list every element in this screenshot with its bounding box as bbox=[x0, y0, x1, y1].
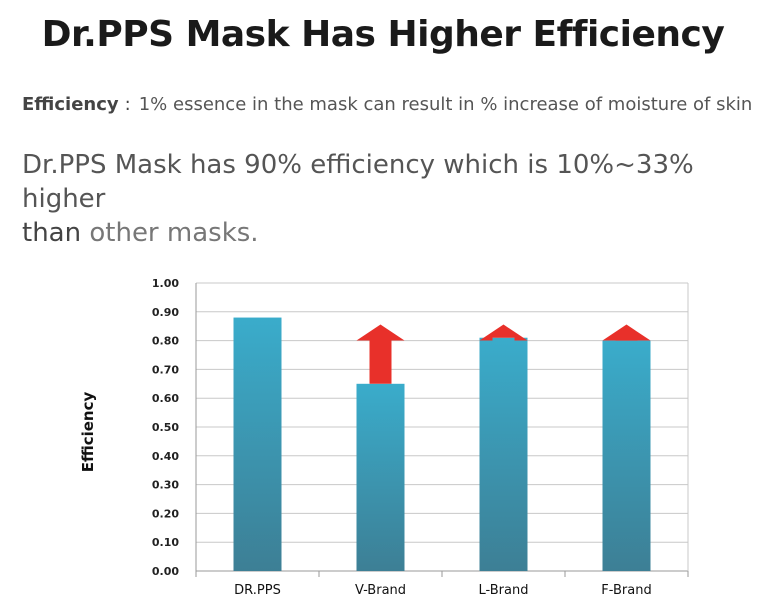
y-tick-label: 0.20 bbox=[152, 507, 179, 520]
gap-arrow-v-brand bbox=[356, 324, 405, 384]
y-tick-label: 0.60 bbox=[152, 392, 179, 405]
efficiency-claim: Dr.PPS Mask has 90% efficiency which is … bbox=[22, 148, 762, 250]
definition-term: Efficiency bbox=[22, 94, 119, 115]
definition-text: 1% essence in the mask can result in % i… bbox=[138, 94, 753, 115]
y-tick-label: 0.70 bbox=[152, 363, 179, 376]
x-tick-label: F-Brand bbox=[601, 583, 651, 598]
claim-line-2-light: other masks. bbox=[81, 218, 259, 248]
claim-line-2: than other masks. bbox=[22, 216, 762, 250]
bar-l-brand bbox=[479, 337, 528, 571]
page-title: Dr.PPS Mask Has Higher Efficiency bbox=[41, 14, 725, 55]
y-axis-label: Efficiency bbox=[79, 392, 97, 473]
y-tick-label: 0.50 bbox=[152, 421, 179, 434]
x-tick-label: V-Brand bbox=[355, 583, 406, 598]
efficiency-definition: Efficiency:1% essence in the mask can re… bbox=[22, 94, 762, 115]
y-tick-label: 1.00 bbox=[152, 277, 179, 290]
bar-dr-pps bbox=[233, 317, 282, 571]
bar-f-brand bbox=[602, 340, 651, 571]
y-tick-label: 0.90 bbox=[152, 306, 179, 319]
y-tick-label: 0.10 bbox=[152, 536, 179, 549]
x-tick-label: L-Brand bbox=[479, 583, 529, 598]
y-tick-label: 0.00 bbox=[152, 565, 179, 578]
claim-line-1: Dr.PPS Mask has 90% efficiency which is … bbox=[22, 150, 694, 214]
definition-separator: : bbox=[124, 94, 131, 115]
bar-v-brand bbox=[356, 383, 405, 571]
y-tick-label: 0.40 bbox=[152, 450, 179, 463]
claim-line-2-dark: than bbox=[22, 218, 82, 248]
gap-arrows bbox=[356, 324, 651, 384]
x-tick-labels: DR.PPS V-Brand L-Brand F-Brand bbox=[234, 583, 652, 598]
gap-arrow-f-brand bbox=[602, 324, 651, 341]
y-tick-label: 0.80 bbox=[152, 335, 179, 348]
y-tick-label: 0.30 bbox=[152, 479, 179, 492]
x-tick-label: DR.PPS bbox=[234, 583, 281, 598]
y-tick-labels: 0.00 0.10 0.20 0.30 0.40 0.50 0.60 0.70 0.80 0.90… bbox=[152, 277, 179, 578]
chart-bars bbox=[233, 317, 651, 571]
gap-arrow-l-brand bbox=[479, 324, 528, 341]
